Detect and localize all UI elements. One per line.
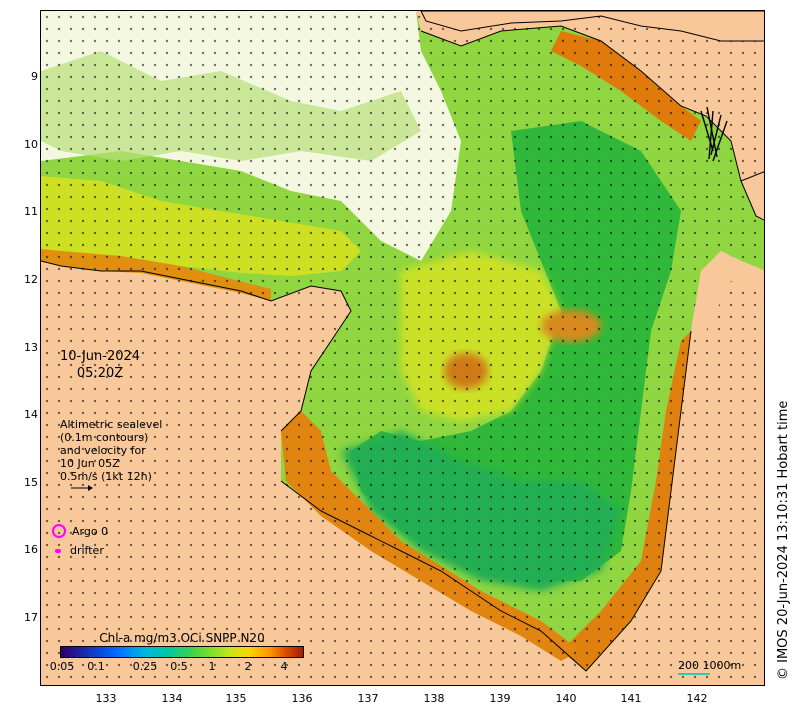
altimetry-line: Altimetric sealevel <box>60 418 163 431</box>
coastline <box>41 260 352 432</box>
legend-drifter: drifter <box>52 544 104 557</box>
date-text: 10-Jun-2024 <box>60 349 141 364</box>
new-guinea-land <box>420 11 764 42</box>
velocity-reference-arrow-icon <box>71 485 93 491</box>
y-tick-label: 12 <box>24 273 38 286</box>
cape-york-land <box>691 251 764 341</box>
y-tick-label: 13 <box>24 341 38 354</box>
colorbar-tick: 0.05 <box>49 660 75 673</box>
x-tick-label: 137 <box>357 692 379 705</box>
time-text: 05:20Z <box>76 366 124 381</box>
depth-scale-line <box>678 673 710 675</box>
altimetry-description: Altimetric sealevel (0.1m contours) and … <box>60 418 162 496</box>
x-tick-label: 134 <box>161 692 183 705</box>
coastline-north <box>420 25 762 212</box>
drifter-tracks <box>700 106 728 162</box>
y-tick-label: 9 <box>31 70 38 83</box>
drifter-marker-icon <box>55 548 61 553</box>
y-tick-label: 10 <box>24 138 38 151</box>
x-tick-label: 140 <box>555 692 577 705</box>
x-tick-label: 138 <box>423 692 445 705</box>
y-tick-label: 14 <box>24 408 38 421</box>
torres-land <box>740 171 764 221</box>
x-tick-label: 133 <box>95 692 117 705</box>
colorbar <box>60 646 304 658</box>
x-tick-label: 142 <box>686 692 708 705</box>
y-tick-label: 15 <box>24 476 38 489</box>
y-tick-label: 16 <box>24 543 38 556</box>
depth-scale-label: 200 1000m <box>678 659 742 672</box>
x-tick-label: 141 <box>620 692 642 705</box>
colorbar-tick: 0.5 <box>170 660 188 673</box>
colorbar-tick: 0.1 <box>87 660 105 673</box>
y-tick-label: 11 <box>24 205 38 218</box>
legend-drifter-label: drifter <box>70 544 104 557</box>
altimetry-line: (0.1m contours) <box>60 431 149 444</box>
altimetry-line: 0.5m/s (1kt 12h) <box>60 470 152 483</box>
altimetry-line: 10 Jun 05Z <box>60 457 120 470</box>
colorbar-tick: 4 <box>280 660 288 673</box>
copyright-text: © IMOS 20-Jun-2024 13:10:31 Hobart time <box>776 400 791 680</box>
y-tick-label: 17 <box>24 611 38 624</box>
x-tick-label: 136 <box>291 692 313 705</box>
coastline-south <box>280 330 692 672</box>
map-image <box>41 11 764 685</box>
map-panel[interactable] <box>40 10 765 686</box>
x-tick-label: 135 <box>225 692 247 705</box>
velocity-field <box>41 11 764 685</box>
colorbar-tick: 2 <box>244 660 252 673</box>
date-time-label: 10-Jun-2024 05:20Z <box>60 348 140 382</box>
argo-marker-icon <box>52 524 66 538</box>
legend-argo: Argo 0 <box>52 524 108 538</box>
colorbar-title: Chl-a mg/m3 OCi SNPP N20 <box>99 631 265 645</box>
altimetry-line: and velocity for <box>60 444 146 457</box>
colorbar-tick: 0.25 <box>132 660 158 673</box>
legend-argo-label: Argo 0 <box>72 524 109 538</box>
colorbar-tick: 1 <box>208 660 216 673</box>
x-tick-label: 139 <box>489 692 511 705</box>
